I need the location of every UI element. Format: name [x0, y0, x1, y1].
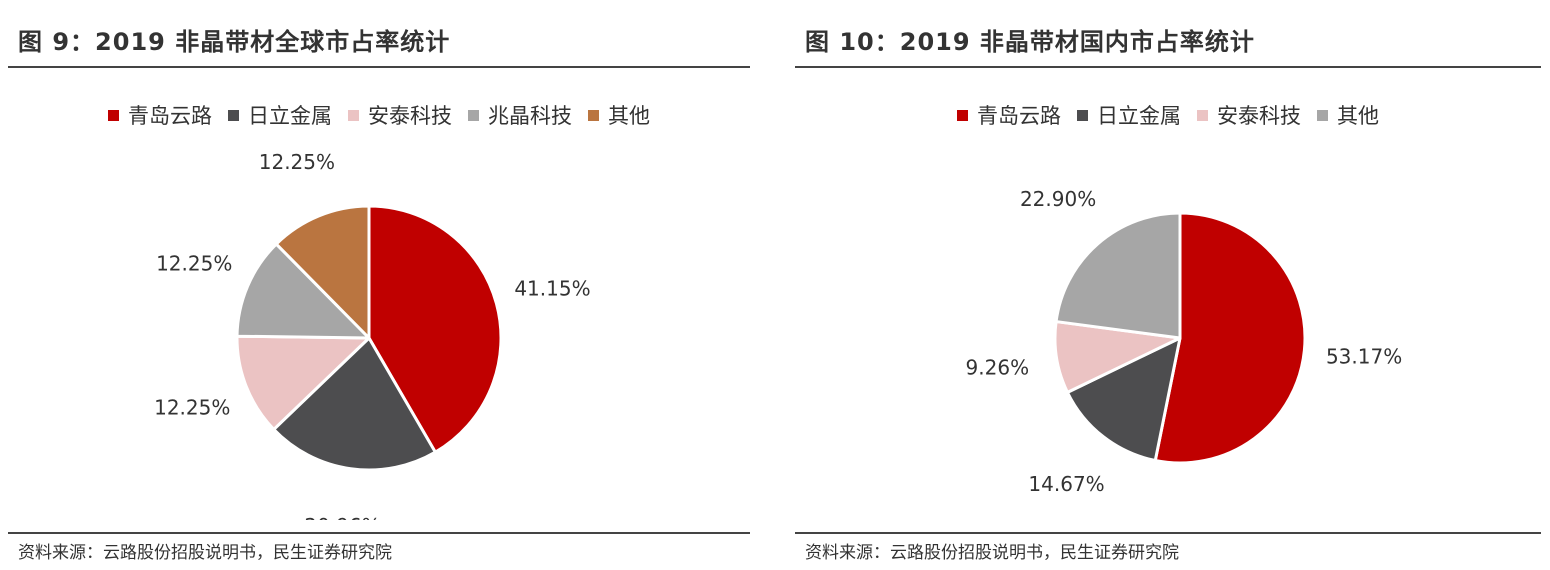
legend-label: 其他	[608, 104, 650, 128]
chart-panel-global: 图 9：2019 非晶带材全球市占率统计 青岛云路 日立金属 安泰科技 兆晶科技 其他 …	[8, 0, 750, 570]
pie-chart: 53.17% 14.67% 9.26% 22.90%	[966, 187, 1403, 496]
chart-title: 图 9：2019 非晶带材全球市占率统计	[18, 28, 451, 56]
pie-slice	[235, 334, 371, 431]
pie-slice	[235, 242, 371, 340]
slice-label: 41.15%	[514, 277, 590, 301]
slice-label: 14.67%	[1028, 472, 1104, 496]
legend-label: 其他	[1337, 104, 1379, 128]
legend-item: 青岛云路	[108, 100, 212, 130]
legend-swatch	[588, 109, 599, 121]
pie-slice	[1065, 336, 1182, 463]
slice-label: 22.90%	[1020, 187, 1096, 211]
legend-swatch	[957, 109, 968, 121]
legend-swatch	[228, 109, 239, 121]
slice-label: 53.17%	[1326, 344, 1402, 368]
legend-label: 日立金属	[248, 104, 332, 128]
legend-swatch	[1077, 109, 1088, 121]
legend-item: 青岛云路	[957, 100, 1061, 130]
legend-label: 青岛云路	[128, 104, 212, 128]
pie-slice	[1054, 211, 1182, 340]
slice-label: 12.25%	[156, 251, 232, 275]
legend-item: 其他	[1317, 100, 1379, 130]
source-note: 资料来源：云路股份招股说明书，民生证券研究院	[805, 543, 1179, 563]
bottom-rule	[795, 532, 1541, 534]
legend-swatch	[348, 109, 359, 121]
slice-label: 12.25%	[154, 396, 230, 420]
legend-item: 其他	[588, 100, 650, 130]
pie-slice	[1153, 211, 1307, 465]
legend-swatch	[1197, 109, 1208, 121]
legend-swatch	[108, 109, 119, 121]
legend-label: 日立金属	[1097, 104, 1181, 128]
chart-title: 图 10：2019 非晶带材国内市占率统计	[805, 28, 1255, 56]
legend-item: 兆晶科技	[468, 100, 572, 130]
legend-item: 安泰科技	[1197, 100, 1301, 130]
legend-label: 安泰科技	[368, 104, 452, 128]
top-rule	[795, 66, 1541, 68]
top-rule	[8, 66, 750, 68]
pie-chart: 41.15% 20.96% 12.25% 12.25% 12.25%	[154, 150, 590, 520]
legend-swatch	[468, 109, 479, 121]
legend-label: 兆晶科技	[488, 104, 572, 128]
chart-panel-domestic: 图 10：2019 非晶带材国内市占率统计 青岛云路 日立金属 安泰科技 其他 53.…	[795, 0, 1541, 570]
legend-item: 安泰科技	[348, 100, 452, 130]
legend-swatch	[1317, 109, 1328, 121]
legend-label: 安泰科技	[1217, 104, 1301, 128]
slice-label: 20.96%	[304, 514, 380, 520]
pie-slice	[272, 336, 437, 472]
legend: 青岛云路 日立金属 安泰科技 其他	[795, 100, 1541, 130]
pie-slice	[367, 204, 503, 454]
slice-label: 9.26%	[966, 355, 1030, 379]
legend: 青岛云路 日立金属 安泰科技 兆晶科技 其他	[8, 100, 750, 130]
legend-item: 日立金属	[228, 100, 332, 130]
pie-slice	[274, 204, 371, 340]
legend-label: 青岛云路	[977, 104, 1061, 128]
bottom-rule	[8, 532, 750, 534]
slice-label: 12.25%	[259, 150, 335, 174]
legend-item: 日立金属	[1077, 100, 1181, 130]
source-note: 资料来源：云路股份招股说明书，民生证券研究院	[18, 543, 392, 563]
